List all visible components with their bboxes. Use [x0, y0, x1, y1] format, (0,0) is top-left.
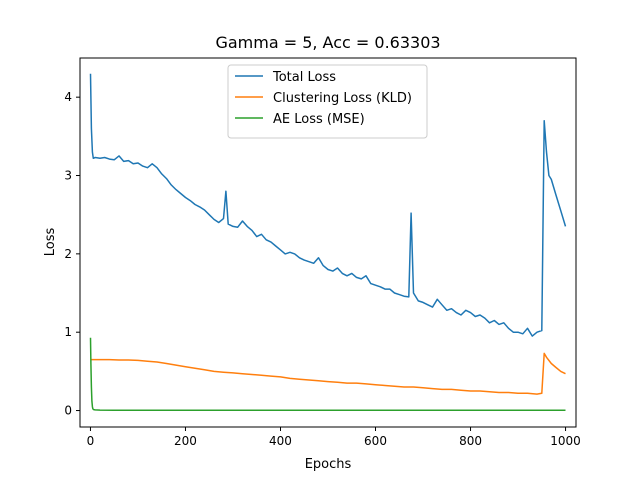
legend-label: Total Loss	[272, 70, 336, 85]
x-tick-label: 200	[174, 434, 197, 448]
y-tick-label: 2	[64, 247, 72, 261]
legend-box	[227, 64, 428, 139]
series-line-2	[89, 337, 566, 412]
x-tick-label: 1000	[550, 434, 581, 448]
y-tick-label: 3	[64, 169, 72, 183]
y-tick-label: 4	[64, 90, 72, 104]
x-tick-label: 0	[87, 434, 95, 448]
chart-title: Gamma = 5, Acc = 0.63303	[215, 33, 440, 52]
legend-label: AE Loss (MSE)	[273, 112, 365, 127]
y-tick-label: 1	[64, 325, 72, 339]
x-tick-label: 800	[459, 434, 482, 448]
legend-label: Clustering Loss (KLD)	[273, 91, 412, 106]
y-axis-label: Loss	[43, 228, 58, 257]
x-tick-label: 600	[364, 434, 387, 448]
x-tick-label: 400	[269, 434, 292, 448]
x-axis-label: Epochs	[305, 457, 352, 472]
series-line-1	[90, 352, 566, 395]
legend: Total Loss Clustering Loss (KLD) AE Loss (…	[227, 64, 428, 139]
series-line-0	[89, 73, 567, 337]
y-tick-label: 0	[64, 404, 72, 418]
axes-layer: 0 200 400 600 800 1000 0 1 2 3 4	[64, 90, 580, 448]
plot-frame	[79, 57, 577, 428]
series-layer	[89, 73, 567, 412]
